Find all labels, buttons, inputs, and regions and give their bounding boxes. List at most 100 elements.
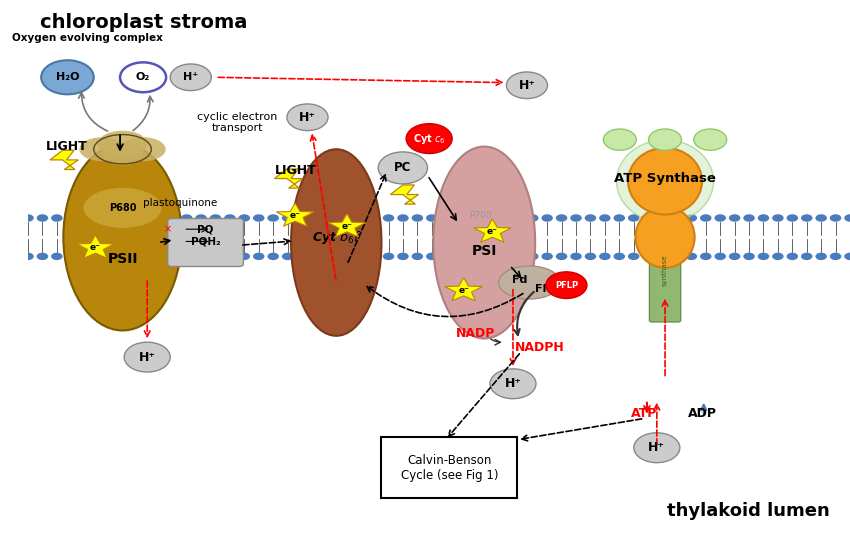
Circle shape xyxy=(484,253,496,260)
Text: LIGHT: LIGHT xyxy=(46,140,88,153)
Circle shape xyxy=(440,253,452,260)
Circle shape xyxy=(513,253,524,260)
Ellipse shape xyxy=(434,147,536,338)
Circle shape xyxy=(109,214,121,222)
Circle shape xyxy=(686,253,697,260)
Circle shape xyxy=(325,253,337,260)
Circle shape xyxy=(123,253,134,260)
Circle shape xyxy=(604,129,637,150)
Text: PC: PC xyxy=(394,161,411,174)
Circle shape xyxy=(772,214,784,222)
Circle shape xyxy=(41,60,94,94)
Circle shape xyxy=(830,214,842,222)
Circle shape xyxy=(170,64,212,91)
Text: ATP Synthase: ATP Synthase xyxy=(614,172,716,185)
Text: ×: × xyxy=(164,224,172,234)
Ellipse shape xyxy=(628,148,702,214)
Circle shape xyxy=(368,253,380,260)
Circle shape xyxy=(455,214,467,222)
Circle shape xyxy=(657,253,668,260)
Circle shape xyxy=(715,214,726,222)
Polygon shape xyxy=(76,235,114,258)
Circle shape xyxy=(124,342,170,372)
Text: PQH₂: PQH₂ xyxy=(190,237,220,246)
Circle shape xyxy=(455,253,467,260)
Ellipse shape xyxy=(98,131,147,157)
Circle shape xyxy=(700,214,711,222)
Circle shape xyxy=(469,253,481,260)
Circle shape xyxy=(700,253,711,260)
Circle shape xyxy=(109,253,121,260)
Circle shape xyxy=(210,214,221,222)
Circle shape xyxy=(339,253,351,260)
Circle shape xyxy=(844,214,850,222)
Text: thylakoid lumen: thylakoid lumen xyxy=(666,502,830,520)
Circle shape xyxy=(297,253,308,260)
Circle shape xyxy=(152,253,163,260)
Circle shape xyxy=(397,214,409,222)
Circle shape xyxy=(570,214,581,222)
Circle shape xyxy=(815,253,827,260)
Circle shape xyxy=(743,253,755,260)
Circle shape xyxy=(51,214,63,222)
Circle shape xyxy=(585,214,596,222)
Circle shape xyxy=(339,214,351,222)
Circle shape xyxy=(411,214,423,222)
Circle shape xyxy=(801,214,813,222)
Circle shape xyxy=(138,253,149,260)
Circle shape xyxy=(599,253,610,260)
Circle shape xyxy=(614,253,625,260)
Text: FNR: FNR xyxy=(535,284,560,294)
Circle shape xyxy=(541,214,552,222)
Circle shape xyxy=(224,214,235,222)
Text: PSI: PSI xyxy=(472,244,497,257)
Circle shape xyxy=(196,214,207,222)
Circle shape xyxy=(239,214,250,222)
Circle shape xyxy=(490,369,536,399)
Circle shape xyxy=(815,214,827,222)
Circle shape xyxy=(196,253,207,260)
Circle shape xyxy=(268,253,279,260)
Text: NADPH: NADPH xyxy=(514,341,564,354)
Circle shape xyxy=(138,214,149,222)
Ellipse shape xyxy=(64,144,182,330)
Circle shape xyxy=(22,253,34,260)
Text: ATP: ATP xyxy=(632,407,658,419)
Circle shape xyxy=(181,253,192,260)
Ellipse shape xyxy=(83,188,162,228)
Text: P680: P680 xyxy=(109,203,136,213)
Circle shape xyxy=(643,253,654,260)
Text: e⁻: e⁻ xyxy=(458,286,469,295)
Circle shape xyxy=(757,214,769,222)
Circle shape xyxy=(786,253,798,260)
Circle shape xyxy=(484,214,496,222)
FancyBboxPatch shape xyxy=(382,437,517,498)
Text: chloroplast stroma: chloroplast stroma xyxy=(40,13,247,33)
Circle shape xyxy=(513,214,524,222)
Circle shape xyxy=(844,253,850,260)
Circle shape xyxy=(426,214,438,222)
Circle shape xyxy=(253,253,264,260)
Circle shape xyxy=(426,253,438,260)
Circle shape xyxy=(37,253,48,260)
Circle shape xyxy=(239,253,250,260)
Circle shape xyxy=(22,214,34,222)
Circle shape xyxy=(570,253,581,260)
Circle shape xyxy=(469,214,481,222)
Circle shape xyxy=(297,214,308,222)
Circle shape xyxy=(382,214,394,222)
Circle shape xyxy=(51,253,63,260)
Circle shape xyxy=(224,253,235,260)
Polygon shape xyxy=(276,203,314,226)
Circle shape xyxy=(801,253,813,260)
Circle shape xyxy=(354,253,366,260)
Circle shape xyxy=(628,214,639,222)
Circle shape xyxy=(282,253,293,260)
Text: P700: P700 xyxy=(469,212,491,220)
Circle shape xyxy=(634,433,680,463)
Circle shape xyxy=(94,253,106,260)
Circle shape xyxy=(123,214,134,222)
Polygon shape xyxy=(445,278,483,301)
Text: PFLP: PFLP xyxy=(555,281,578,289)
Circle shape xyxy=(120,62,166,92)
